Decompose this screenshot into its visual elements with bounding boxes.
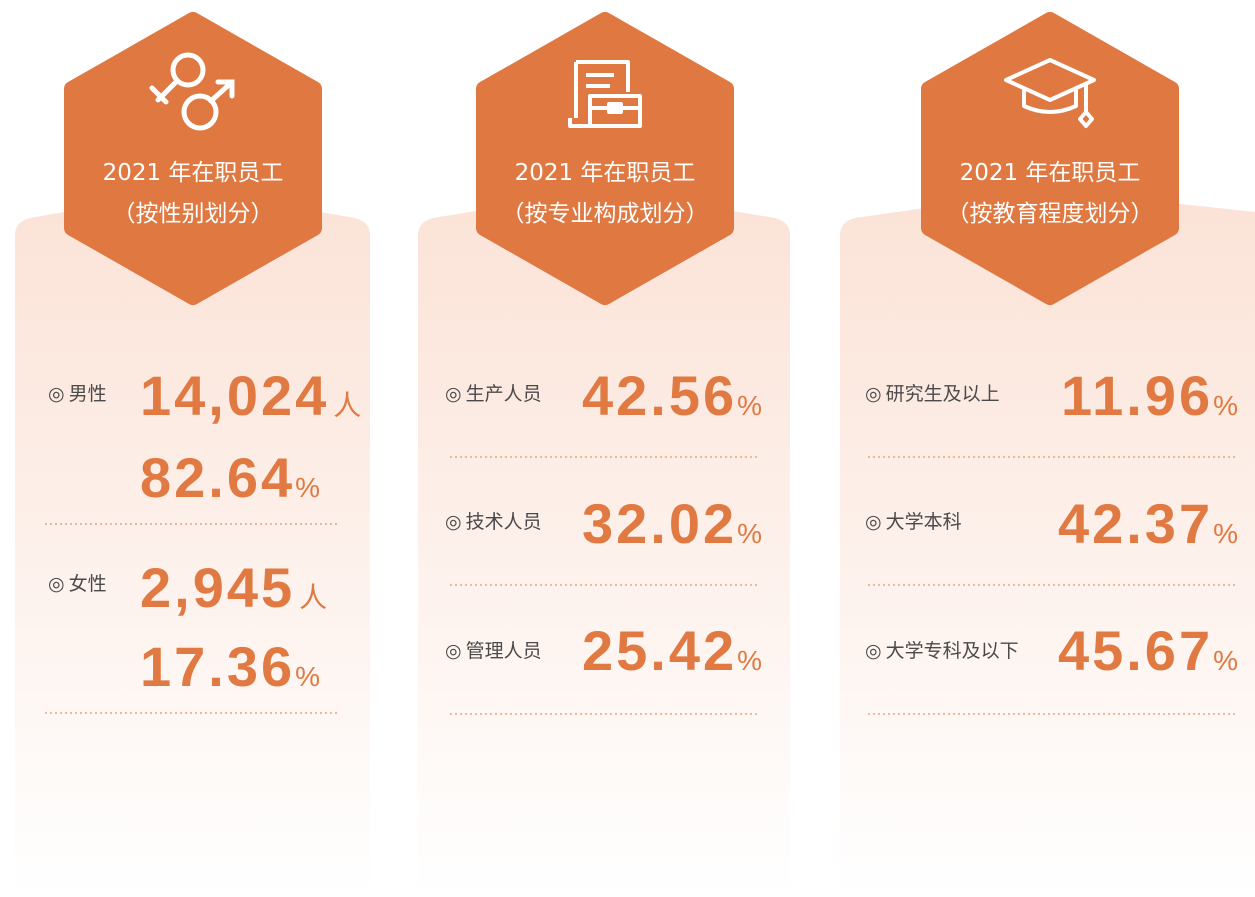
document-icon bbox=[568, 60, 642, 128]
item-label: ◎ 大学本科 bbox=[865, 511, 962, 533]
gender-icon bbox=[149, 52, 235, 131]
percent-unit: % bbox=[737, 645, 762, 676]
percent-value: 11.96 bbox=[1061, 364, 1213, 427]
label: 女性 bbox=[69, 573, 107, 595]
label: 大学本科 bbox=[886, 511, 962, 533]
percent-unit: % bbox=[1213, 518, 1238, 549]
item-label: ◎ 研究生及以上 bbox=[865, 383, 1000, 405]
percent-unit: % bbox=[1213, 390, 1238, 421]
cap-icon bbox=[1004, 58, 1096, 128]
hexagons bbox=[64, 12, 1179, 305]
item-label: ◎ 女性 bbox=[48, 573, 107, 595]
bullet: ◎ bbox=[48, 573, 65, 595]
panel-subtitle: （按教育程度划分） bbox=[947, 201, 1154, 227]
label: 男性 bbox=[69, 383, 107, 405]
panel-subtitle: （按性别划分） bbox=[113, 201, 274, 227]
bullet: ◎ bbox=[865, 640, 882, 662]
percent-value: 17.36 bbox=[140, 635, 295, 698]
panel-bg bbox=[15, 190, 370, 897]
bullet: ◎ bbox=[445, 640, 462, 662]
count: 2,945 人 bbox=[140, 556, 327, 619]
panel-title: 2021 年在职员工 bbox=[960, 160, 1141, 186]
percent-unit: % bbox=[737, 518, 762, 549]
percent-value: 42.56 bbox=[582, 364, 737, 427]
panel-bg bbox=[840, 190, 1255, 897]
percent-unit: % bbox=[1213, 645, 1238, 676]
item-label: ◎ 管理人员 bbox=[445, 640, 542, 662]
panel-bg bbox=[418, 190, 790, 897]
label: 技术人员 bbox=[466, 511, 542, 533]
label: 管理人员 bbox=[466, 640, 542, 662]
item-label: ◎ 生产人员 bbox=[445, 383, 542, 405]
percent: 82.64% bbox=[140, 446, 320, 509]
percent-unit: % bbox=[295, 661, 320, 692]
count-unit: 人 bbox=[299, 582, 327, 613]
label: 大学专科及以下 bbox=[886, 640, 1019, 662]
percent-value: 32.02 bbox=[582, 492, 737, 555]
percent-unit: % bbox=[295, 472, 320, 503]
bullet: ◎ bbox=[445, 383, 462, 405]
percent: 42.37% bbox=[1058, 492, 1238, 555]
count: 14,024 人 bbox=[140, 364, 361, 427]
percent: 42.56% bbox=[582, 364, 762, 427]
percent-value: 25.42 bbox=[582, 619, 737, 682]
item-label: ◎ 大学专科及以下 bbox=[865, 640, 1019, 662]
count-value: 14,024 bbox=[140, 364, 329, 427]
percent: 25.42% bbox=[582, 619, 762, 682]
item-label: ◎ 技术人员 bbox=[445, 511, 542, 533]
count-value: 2,945 bbox=[140, 556, 295, 619]
percent-value: 82.64 bbox=[140, 446, 295, 509]
percent-unit: % bbox=[737, 390, 762, 421]
percent: 32.02% bbox=[582, 492, 762, 555]
bullet: ◎ bbox=[48, 383, 65, 405]
percent: 45.67% bbox=[1058, 619, 1238, 682]
panel-title: 2021 年在职员工 bbox=[103, 160, 284, 186]
item-label: ◎ 男性 bbox=[48, 383, 107, 405]
bullet: ◎ bbox=[865, 383, 882, 405]
percent: 17.36% bbox=[140, 635, 320, 698]
bullet: ◎ bbox=[445, 511, 462, 533]
panel-title: 2021 年在职员工 bbox=[515, 160, 696, 186]
count-unit: 人 bbox=[333, 390, 361, 421]
label: 生产人员 bbox=[466, 383, 542, 405]
bullet: ◎ bbox=[865, 511, 882, 533]
panel-subtitle: （按专业构成划分） bbox=[502, 201, 709, 227]
label: 研究生及以上 bbox=[886, 383, 1000, 405]
percent-value: 45.67 bbox=[1058, 619, 1213, 682]
percent-value: 42.37 bbox=[1058, 492, 1213, 555]
percent: 11.96% bbox=[1061, 364, 1238, 427]
